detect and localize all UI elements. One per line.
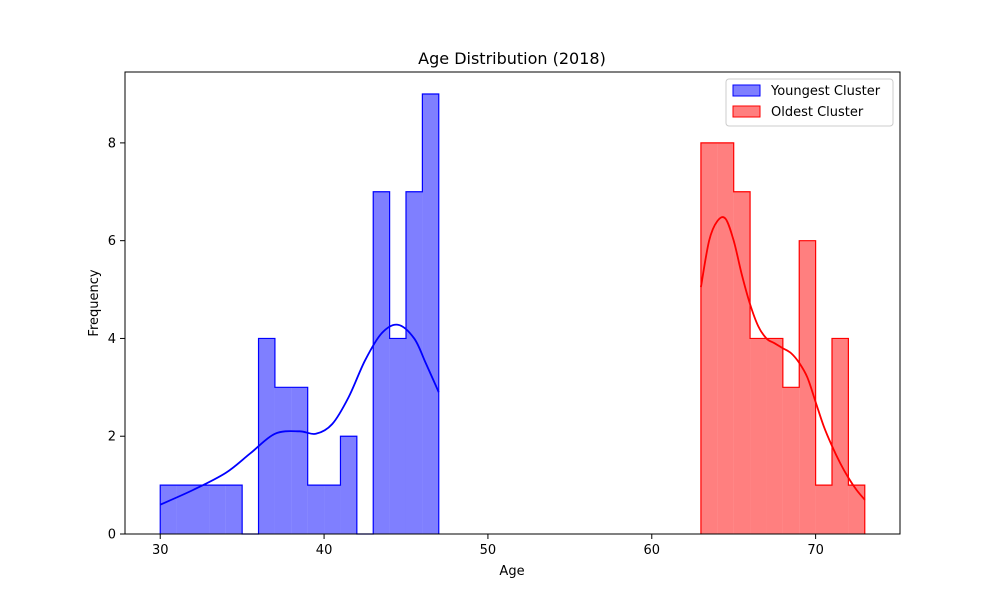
oldest-cluster-bar [750, 338, 767, 534]
youngest-cluster-bar [324, 485, 341, 534]
youngest-cluster-bar [225, 485, 243, 534]
oldest-cluster-step-outline [700, 142, 866, 534]
plot-frame [124, 71, 901, 535]
youngest-cluster-bar [176, 485, 193, 534]
y-tick-label: 6 [108, 234, 116, 249]
youngest-cluster-bar [405, 191, 423, 534]
legend-swatch-youngest-cluster [732, 84, 761, 97]
legend: Youngest Cluster Oldest Cluster [725, 78, 894, 127]
youngest-cluster-kde-line [159, 323, 440, 506]
y-axis-label: Frequency [87, 269, 102, 336]
youngest-cluster-bar [389, 338, 406, 534]
legend-label-youngest-cluster: Youngest Cluster [770, 84, 881, 99]
youngest-cluster-bar [422, 94, 439, 534]
chart-title: Age Distribution (2018) [418, 49, 606, 68]
oldest-cluster-bar [733, 191, 751, 534]
oldest-cluster-bar [700, 142, 718, 534]
youngest-cluster-bar [307, 485, 325, 534]
youngest-cluster-bar [160, 485, 177, 534]
oldest-cluster-kde-line [700, 216, 866, 501]
y-axis-ticks: 0 2 4 6 8 [108, 136, 125, 543]
y-tick-label: 2 [108, 430, 116, 445]
oldest-cluster-bar [766, 338, 783, 534]
oldest-cluster-bar [717, 142, 734, 534]
youngest-cluster-series [159, 93, 440, 535]
youngest-cluster-bar [373, 191, 390, 534]
y-tick-label: 0 [108, 528, 116, 543]
oldest-cluster-bar [848, 485, 865, 534]
plot-area [159, 93, 866, 535]
youngest-cluster-bar [274, 387, 292, 534]
x-tick-label: 30 [152, 543, 169, 558]
youngest-cluster-step-outline [159, 93, 440, 535]
x-axis-ticks: 30 40 50 60 70 [152, 534, 824, 558]
x-tick-label: 60 [643, 543, 660, 558]
legend-frame [725, 78, 894, 127]
legend-swatch-oldest-cluster [732, 105, 761, 118]
x-tick-label: 40 [316, 543, 333, 558]
x-tick-label: 50 [480, 543, 497, 558]
oldest-cluster-bar [815, 485, 833, 534]
youngest-cluster-bar [258, 338, 275, 534]
x-tick-label: 70 [807, 543, 824, 558]
x-axis-label: Age [499, 564, 524, 579]
oldest-cluster-bar [832, 338, 849, 534]
oldest-cluster-series [700, 142, 866, 534]
y-tick-label: 4 [108, 332, 116, 347]
oldest-cluster-bar [782, 387, 800, 534]
oldest-cluster-bar [799, 240, 816, 534]
youngest-cluster-bar [192, 485, 210, 534]
youngest-cluster-bar [209, 485, 226, 534]
youngest-cluster-bar [291, 387, 308, 534]
y-tick-label: 8 [108, 136, 116, 151]
youngest-cluster-bar [340, 436, 357, 534]
legend-label-oldest-cluster: Oldest Cluster [771, 105, 864, 120]
